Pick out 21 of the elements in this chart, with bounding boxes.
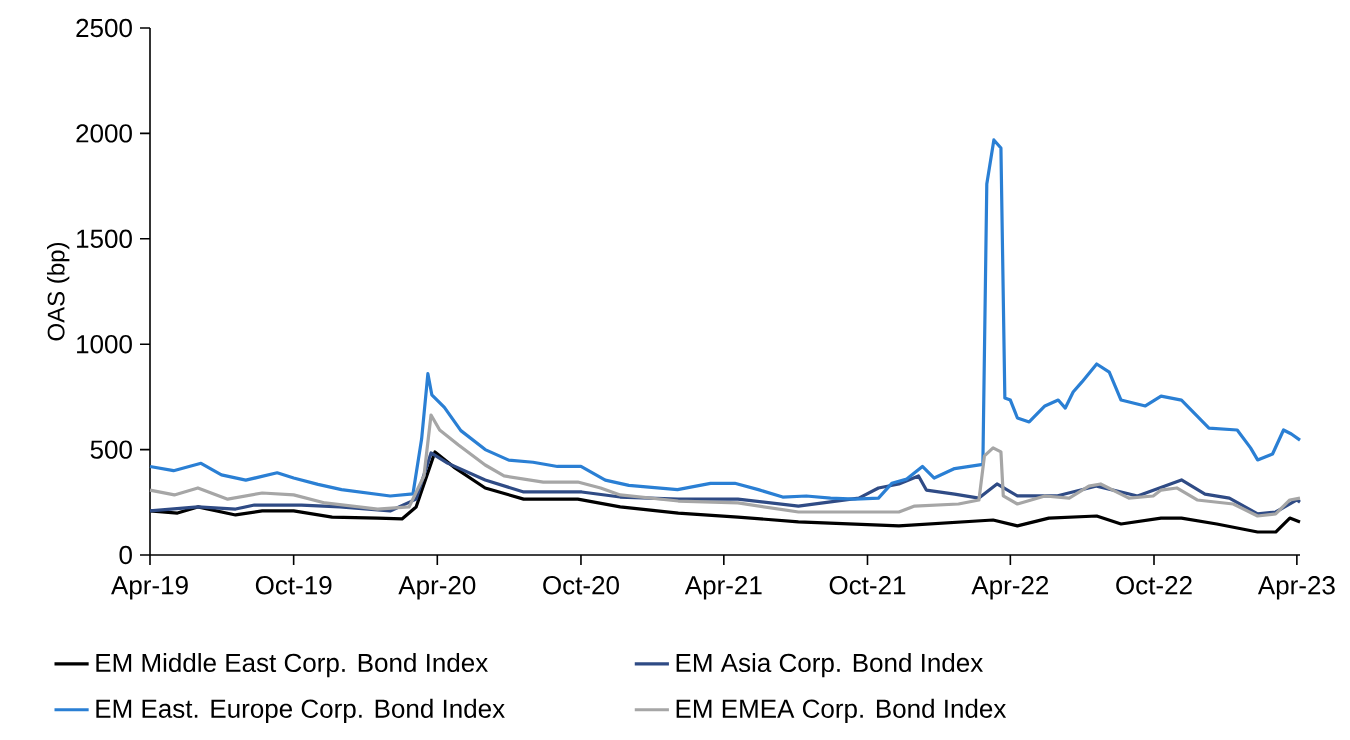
legend-label: EM East. Europe Corp. Bond Index <box>96 698 505 724</box>
x-tick-label: Apr-23 <box>1257 576 1335 600</box>
x-tick-label: Apr-19 <box>111 576 188 600</box>
x-tick-label: Apr-21 <box>684 576 762 600</box>
x-tick-label: Oct-21 <box>829 576 906 595</box>
line-series <box>148 413 1302 518</box>
y-tick-label: 0 <box>119 545 132 565</box>
y-tick-label: 2500 <box>76 18 132 38</box>
y-tick-label: 1500 <box>77 229 132 248</box>
y-tick-label: 1000 <box>77 334 132 354</box>
legend-label: EM EMEA Corp. Bond Index <box>676 698 1007 724</box>
legend-label: EM Asia Corp. Bond Index <box>676 652 983 678</box>
x-tick-label: Apr-22 <box>971 576 1049 600</box>
x-tick-label: Oct-19 <box>255 576 332 595</box>
y-tick-label: 2000 <box>76 124 132 143</box>
x-tick-label: Apr-20 <box>398 576 476 600</box>
x-tick-label: Oct-22 <box>1116 576 1192 595</box>
legend-label: EM Middle East Corp. Bond Index <box>96 652 488 678</box>
y-axis-title: OAS (bp) <box>47 243 70 341</box>
x-tick-label: Oct-20 <box>543 576 619 595</box>
y-tick-label: 500 <box>90 440 132 459</box>
